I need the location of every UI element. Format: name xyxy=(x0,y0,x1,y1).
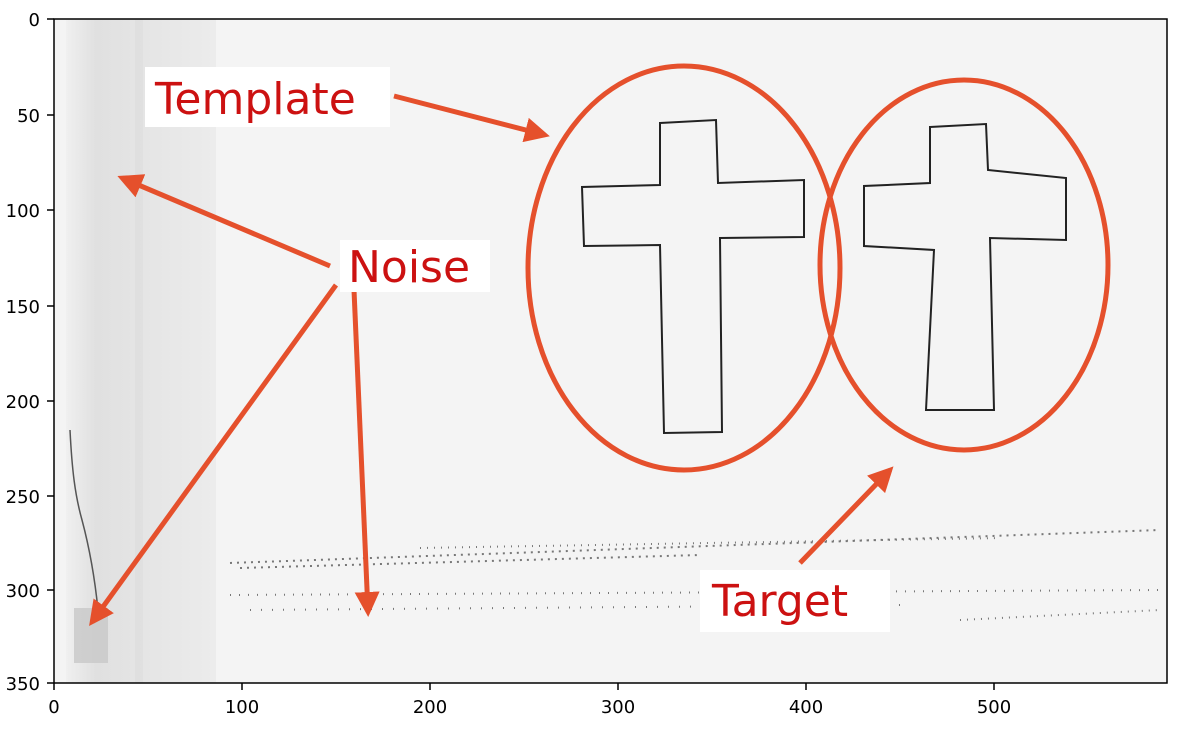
template-label: Template xyxy=(154,74,356,125)
y-tick-label-300: 300 xyxy=(6,581,40,602)
y-tick-label-200: 200 xyxy=(6,392,40,413)
y-tick-label-50: 50 xyxy=(17,106,40,127)
noise-arrow-left-band xyxy=(117,174,331,269)
x-tick-label-200: 200 xyxy=(413,697,447,718)
y-axis: 0 50 100 150 200 250 300 350 xyxy=(6,10,54,695)
x-axis: 0 100 200 300 400 500 xyxy=(48,683,1011,718)
noise-arrow-speckle xyxy=(351,289,380,617)
axes-frame xyxy=(53,18,1168,684)
left-noise-streak xyxy=(135,19,143,683)
y-tick-label-350: 350 xyxy=(6,674,40,695)
noise-label: Noise xyxy=(348,242,470,293)
x-tick-label-300: 300 xyxy=(601,697,635,718)
x-tick-label-100: 100 xyxy=(225,697,259,718)
target-label: Target xyxy=(711,576,848,627)
template-arrow xyxy=(393,93,550,143)
y-tick-label-0: 0 xyxy=(29,10,40,31)
template-ellipse xyxy=(525,63,843,473)
noise-patch xyxy=(74,608,108,663)
noise-label-box xyxy=(340,240,490,292)
y-tick-label-150: 150 xyxy=(6,297,40,318)
y-tick-label-100: 100 xyxy=(6,201,40,222)
x-tick-label-400: 400 xyxy=(789,697,823,718)
speckle-noise xyxy=(229,529,1161,621)
x-tick-label-0: 0 xyxy=(48,697,59,718)
x-tick-label-500: 500 xyxy=(977,697,1011,718)
noise-scribble xyxy=(69,429,99,611)
target-label-box xyxy=(700,570,890,632)
template-label-box xyxy=(145,67,390,127)
image-background xyxy=(54,19,1167,683)
y-tick-label-250: 250 xyxy=(6,487,40,508)
target-ellipse xyxy=(817,77,1111,453)
target-arrow xyxy=(798,466,894,565)
noise-arrow-patch xyxy=(89,283,339,627)
target-cross xyxy=(863,122,1067,411)
template-cross xyxy=(580,118,805,435)
